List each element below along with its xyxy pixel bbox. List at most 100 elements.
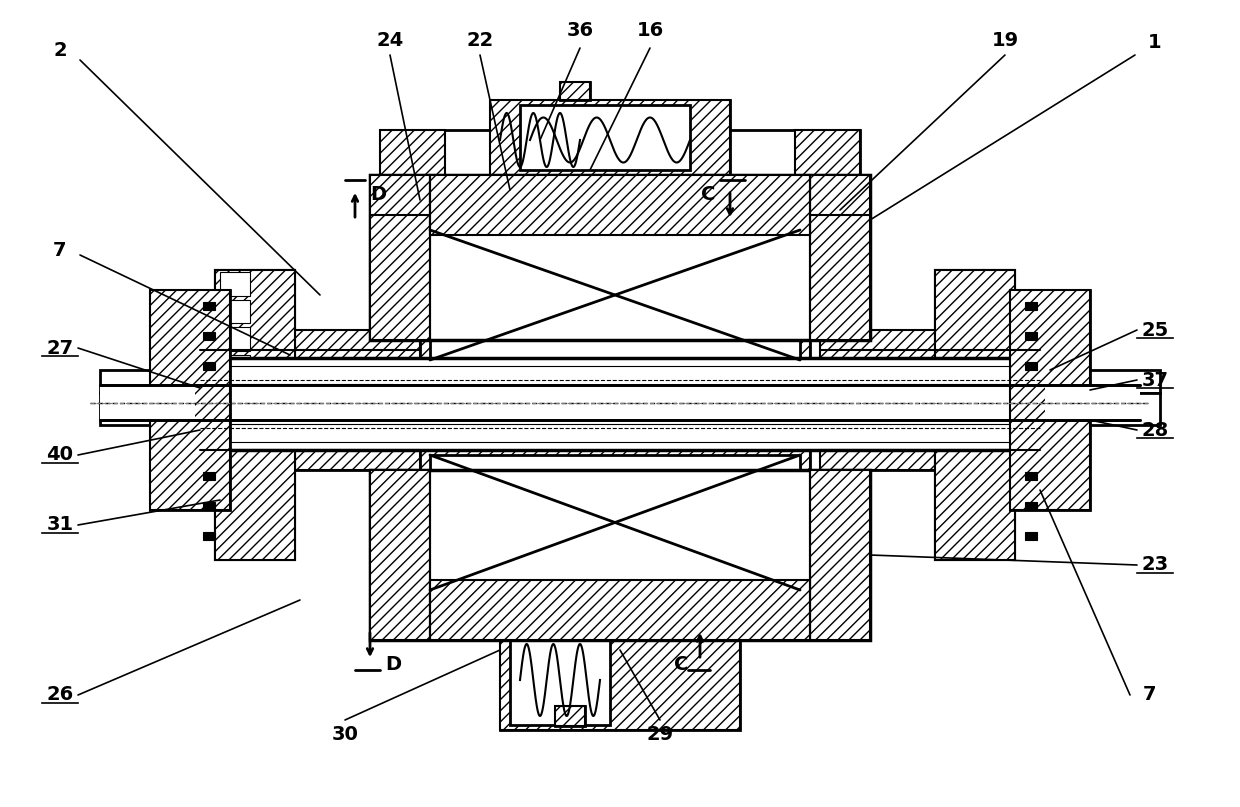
Bar (508, 225, 548, 250)
Bar (556, 706, 585, 726)
Bar (100, 393, 200, 425)
Bar (520, 105, 689, 170)
Bar (150, 290, 229, 510)
Bar (370, 470, 430, 640)
Bar (420, 200, 810, 370)
Text: 24: 24 (377, 31, 404, 49)
Bar (500, 610, 740, 730)
Circle shape (596, 376, 604, 384)
Bar (420, 200, 810, 370)
Bar (1025, 332, 1037, 340)
Circle shape (556, 426, 564, 434)
Text: C: C (673, 655, 688, 675)
Circle shape (556, 376, 564, 384)
Circle shape (277, 426, 284, 434)
Text: 1: 1 (1148, 32, 1162, 52)
Bar (370, 175, 870, 340)
Bar (490, 100, 730, 220)
Circle shape (656, 426, 663, 434)
Text: 22: 22 (466, 31, 494, 49)
Bar (1040, 370, 1159, 393)
Text: 16: 16 (636, 20, 663, 40)
Text: 37: 37 (1142, 370, 1168, 390)
Text: 40: 40 (47, 445, 73, 465)
Bar (810, 470, 870, 640)
Bar (200, 330, 420, 470)
Bar (205, 366, 1035, 384)
Bar (510, 630, 610, 725)
Bar (508, 190, 548, 218)
Circle shape (336, 376, 343, 384)
Text: 7: 7 (53, 240, 67, 260)
Bar (370, 470, 870, 640)
Text: D: D (384, 655, 401, 675)
Bar (420, 440, 810, 610)
Circle shape (696, 376, 704, 384)
Bar (379, 130, 861, 310)
Circle shape (897, 426, 904, 434)
Bar (203, 362, 215, 370)
Bar (500, 610, 740, 730)
Bar (215, 450, 295, 560)
Bar (1025, 472, 1037, 480)
Bar (935, 450, 1016, 560)
Circle shape (316, 376, 324, 384)
Bar (430, 175, 810, 235)
Bar (379, 130, 445, 310)
Bar (1011, 290, 1090, 510)
Bar (1025, 502, 1037, 510)
Bar (430, 455, 800, 590)
Text: 2: 2 (53, 40, 67, 60)
Bar (490, 100, 730, 220)
Circle shape (296, 376, 304, 384)
Circle shape (897, 376, 904, 384)
Circle shape (866, 376, 874, 384)
Bar (203, 532, 215, 540)
Text: 26: 26 (46, 685, 73, 705)
Bar (215, 450, 295, 560)
Bar (200, 358, 1040, 450)
Text: 30: 30 (331, 725, 358, 745)
Text: C: C (701, 186, 715, 204)
Bar (370, 175, 430, 340)
Bar (219, 272, 250, 295)
Text: 19: 19 (992, 31, 1018, 49)
Text: 28: 28 (1141, 420, 1168, 440)
Circle shape (676, 426, 684, 434)
Bar (100, 370, 200, 393)
Bar (810, 175, 870, 340)
Circle shape (277, 376, 284, 384)
Bar (795, 130, 861, 310)
Bar (420, 440, 810, 610)
Text: 7: 7 (1143, 685, 1157, 705)
Bar (150, 290, 229, 510)
Bar (430, 230, 800, 360)
Bar (219, 299, 250, 323)
Bar (1040, 393, 1159, 425)
Circle shape (596, 426, 604, 434)
Bar (200, 330, 420, 470)
Text: 23: 23 (1142, 555, 1168, 575)
Text: 36: 36 (567, 20, 594, 40)
Bar (215, 270, 295, 380)
Bar (820, 330, 1040, 470)
Bar (215, 270, 295, 380)
Circle shape (936, 426, 944, 434)
Bar (1011, 290, 1090, 510)
Circle shape (336, 426, 343, 434)
Bar (490, 100, 590, 180)
Circle shape (636, 426, 644, 434)
Bar (203, 332, 215, 340)
Bar (203, 502, 215, 510)
Circle shape (696, 426, 704, 434)
Bar (935, 270, 1016, 380)
Circle shape (916, 426, 924, 434)
Circle shape (296, 426, 304, 434)
Circle shape (866, 426, 874, 434)
Bar (556, 706, 585, 726)
Bar (515, 240, 539, 255)
Circle shape (656, 376, 663, 384)
Text: D: D (370, 186, 386, 204)
Bar (219, 354, 250, 378)
Bar (203, 472, 215, 480)
